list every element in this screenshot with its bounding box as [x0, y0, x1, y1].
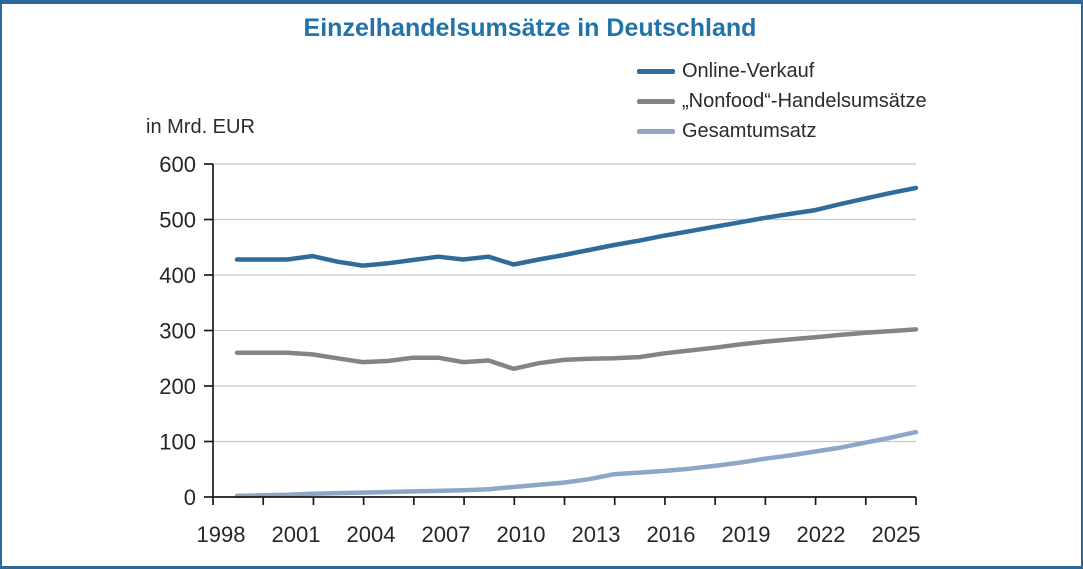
- y-tick-label-500: 500: [159, 208, 196, 233]
- x-tick-label-2025: 2025: [872, 522, 921, 547]
- x-tick-label-2010: 2010: [497, 522, 546, 547]
- legend-label-gesamtumsatz: Gesamtumsatz: [682, 119, 817, 142]
- legend-item-gesamtumsatz: Gesamtumsatz: [637, 116, 927, 146]
- y-tick-label-300: 300: [159, 319, 196, 344]
- legend-label-nonfood: „Nonfood“-Handelsumsätze: [682, 89, 927, 112]
- x-tick-label-2016: 2016: [647, 522, 696, 547]
- x-tick-label-2007: 2007: [422, 522, 471, 547]
- x-tick-label-1998: 1998: [197, 522, 246, 547]
- x-tick-label-2013: 2013: [572, 522, 621, 547]
- legend-item-nonfood: „Nonfood“-Handelsumsätze: [637, 86, 927, 116]
- legend-item-online-verkauf: Online-Verkauf: [637, 56, 927, 86]
- x-tick-label-2019: 2019: [722, 522, 771, 547]
- y-tick-label-0: 0: [184, 485, 196, 510]
- legend-line-swatch-gesamtumsatz: [637, 128, 675, 134]
- y-axis-unit-label: in Mrd. EUR: [146, 116, 255, 138]
- x-tick-label-2001: 2001: [272, 522, 321, 547]
- chart-title: Einzelhandelsumsätze in Deutschland: [303, 14, 757, 42]
- series-line-nonfood: [234, 327, 919, 372]
- series-line-online-verkauf: [234, 185, 919, 268]
- legend-label-online-verkauf: Online-Verkauf: [682, 59, 815, 82]
- x-tick-label-2022: 2022: [797, 522, 846, 547]
- x-tick-label-2004: 2004: [347, 522, 396, 547]
- y-tick-label-100: 100: [159, 430, 196, 455]
- legend-line-swatch-nonfood: [637, 98, 675, 104]
- legend-line-swatch-online-verkauf: [637, 68, 675, 74]
- y-tick-label-400: 400: [159, 263, 196, 288]
- series-line-gesamtumsatz: [234, 429, 919, 499]
- y-tick-label-200: 200: [159, 374, 196, 399]
- legend: Online-Verkauf „Nonfood“-Handelsumsätze …: [637, 56, 927, 146]
- y-tick-label-600: 600: [159, 152, 196, 177]
- line-chart: 0 100 200 300 400 500 600 1998 2001 2004 2007 2010 2…: [159, 152, 921, 547]
